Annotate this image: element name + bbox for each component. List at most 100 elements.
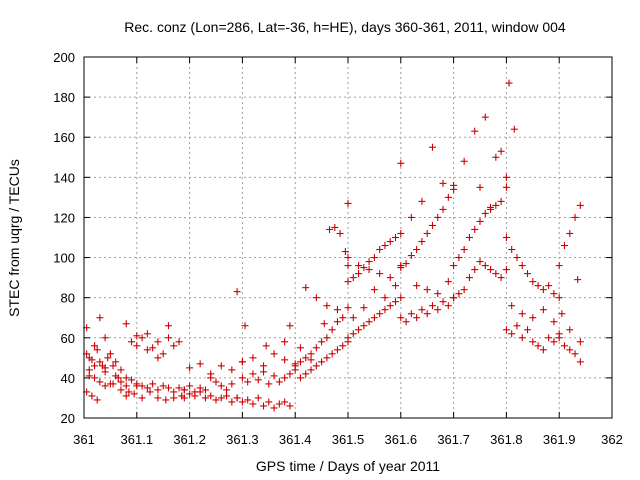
y-axis-ticks: 20 40 60 80 100 120 140 160 180 200 (53, 50, 612, 426)
data-point (207, 370, 215, 378)
data-point (529, 338, 537, 346)
data-point (117, 366, 125, 374)
y-tick-label: 120 (53, 210, 75, 225)
data-point (370, 286, 378, 294)
data-point (508, 246, 516, 254)
data-point (286, 322, 294, 330)
data-point (262, 342, 270, 350)
data-point (508, 302, 516, 310)
data-point (154, 338, 162, 346)
data-point (249, 370, 257, 378)
data-point (328, 350, 336, 358)
data-point (106, 350, 114, 358)
data-point (159, 382, 167, 390)
data-point (180, 394, 188, 402)
data-point (122, 392, 130, 400)
data-point (450, 262, 458, 270)
data-point (307, 356, 315, 364)
data-point (550, 318, 558, 326)
data-point (392, 298, 400, 306)
data-point (196, 360, 204, 368)
data-point (312, 344, 320, 352)
data-point (101, 382, 109, 390)
data-point (212, 378, 220, 386)
data-point (349, 330, 357, 338)
x-tick-label: 361.6 (385, 432, 418, 447)
data-point (228, 366, 236, 374)
data-point (481, 262, 489, 270)
data-point (238, 374, 246, 382)
data-point (154, 394, 162, 402)
data-point (428, 302, 436, 310)
x-tick-label: 361.2 (173, 432, 206, 447)
data-point (146, 388, 154, 396)
data-point (170, 388, 178, 396)
data-point (296, 374, 304, 382)
data-point (381, 294, 389, 302)
data-point (555, 294, 563, 302)
data-point (109, 380, 117, 388)
data-point (101, 334, 109, 342)
data-point (170, 342, 178, 350)
data-point (286, 402, 294, 410)
data-point (223, 392, 231, 400)
data-point (534, 342, 542, 350)
data-point (476, 217, 484, 225)
data-point (550, 290, 558, 298)
data-point (386, 238, 394, 246)
data-point (162, 396, 170, 404)
data-point (397, 229, 405, 237)
data-point (333, 306, 341, 314)
data-point (460, 246, 468, 254)
data-point (418, 306, 426, 314)
data-point (336, 229, 344, 237)
data-point (331, 223, 339, 231)
data-point (260, 368, 268, 376)
data-point (497, 274, 505, 282)
y-axis-label: STEC from uqrg / TECUs (6, 159, 22, 317)
data-point (397, 159, 405, 167)
data-point (497, 197, 505, 205)
data-point (428, 143, 436, 151)
data-point (96, 358, 104, 366)
data-point (434, 213, 442, 221)
y-tick-label: 80 (61, 291, 75, 306)
data-point (228, 398, 236, 406)
data-point (122, 320, 130, 328)
data-point (376, 310, 384, 318)
data-point (492, 270, 500, 278)
data-point (413, 314, 421, 322)
data-point (513, 254, 521, 262)
data-point (524, 326, 532, 334)
data-point (444, 278, 452, 286)
data-point (455, 254, 463, 262)
data-point (212, 396, 220, 404)
data-point (201, 386, 209, 394)
data-point (112, 372, 120, 380)
x-tick-label: 361.8 (490, 432, 523, 447)
data-point (560, 242, 568, 250)
data-point (460, 286, 468, 294)
data-point (386, 274, 394, 282)
data-point (539, 306, 547, 314)
data-point (539, 346, 547, 354)
data-point (439, 205, 447, 213)
data-point (318, 338, 326, 346)
data-point (355, 270, 363, 278)
x-axis-ticks: 361 361.1 361.2 361.3 361.4 361.5 361.6 361.7 36… (73, 57, 623, 447)
data-point (360, 304, 368, 312)
data-point (360, 322, 368, 330)
data-point (88, 392, 96, 400)
data-point (344, 262, 352, 270)
data-point (159, 350, 167, 358)
data-point (254, 376, 262, 384)
data-point (360, 264, 368, 272)
data-point (487, 203, 495, 211)
data-point (207, 392, 215, 400)
data-point (117, 378, 125, 386)
data-point (154, 386, 162, 394)
x-tick-label: 361.7 (437, 432, 470, 447)
data-point (164, 384, 172, 392)
data-point (355, 262, 363, 270)
